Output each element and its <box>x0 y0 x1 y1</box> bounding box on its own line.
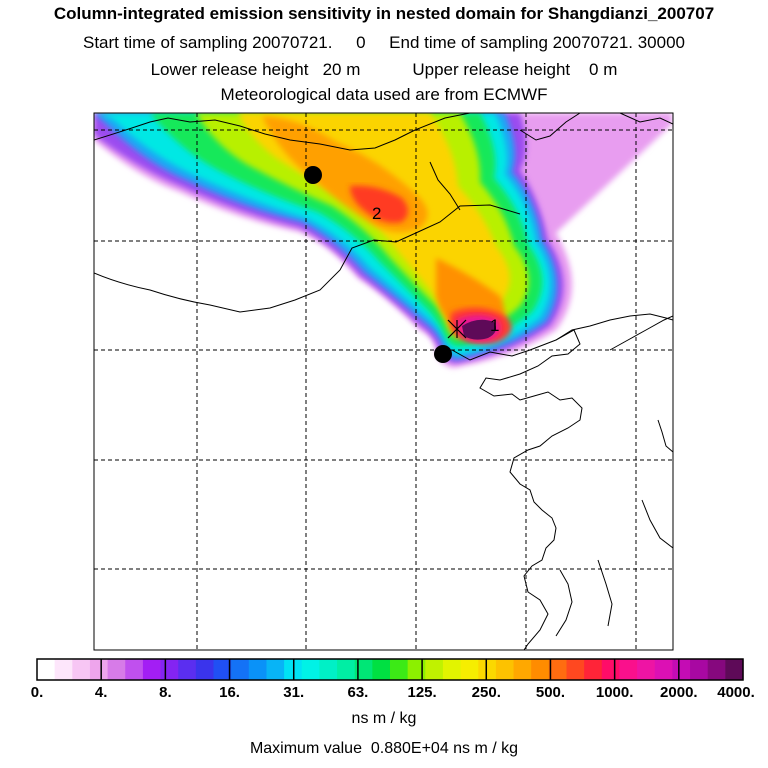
colorbar-cell <box>619 659 638 680</box>
release-height-line: Lower release height 20 m Upper release … <box>150 60 618 79</box>
colorbar-cell <box>37 659 56 680</box>
colorbar-cell <box>672 659 691 680</box>
colorbar-cell <box>142 659 162 680</box>
colorbar-cell <box>178 659 197 680</box>
coastlines <box>94 113 673 650</box>
colorbar-tick-label: 125. <box>407 684 437 701</box>
colorbar-cell <box>495 659 515 680</box>
colorbar-tick-label: 250. <box>471 684 501 701</box>
colorbar-cell <box>54 659 73 680</box>
colorbar-tick-label: 500. <box>535 684 566 701</box>
receptor-cross <box>447 319 467 339</box>
colorbar-cell <box>248 659 268 680</box>
colorbar-cell <box>425 659 444 680</box>
plume-band-red <box>350 185 408 223</box>
plot-title: Column-integrated emission sensitivity i… <box>53 4 715 23</box>
colorbar-cell <box>213 659 232 680</box>
colorbar-cell <box>566 659 585 680</box>
colorbar-tick-label: 63. <box>347 684 369 701</box>
colorbar-cell <box>478 659 497 680</box>
colorbar-cell <box>390 659 409 680</box>
colorbar-cell <box>231 659 250 680</box>
colorbar-cell <box>301 659 320 680</box>
colorbar-tick-label: 0. <box>30 684 44 701</box>
maximum-value-text: Maximum value 0.880E+04 ns m / kg <box>249 740 519 757</box>
colorbar-cell <box>195 659 215 680</box>
max-label-2: 2 <box>372 204 381 223</box>
colorbar-cell <box>725 659 744 680</box>
colorbar-cell <box>372 659 391 680</box>
colorbar-tick-label: 2000. <box>660 684 698 701</box>
colorbar-cell <box>72 659 91 680</box>
colorbar-cell <box>690 659 709 680</box>
colorbar-tick-label: 1000. <box>595 684 634 701</box>
colorbar-unit: ns m / kg <box>351 710 417 727</box>
colorbar-cell <box>601 659 621 680</box>
colorbar-tick-label: 4. <box>94 684 108 701</box>
receptor-point-shangdianzi <box>434 345 452 363</box>
colorbar-cell <box>125 659 144 680</box>
colorbar-tick-label: 8. <box>159 684 172 701</box>
colorbar-cell <box>354 659 373 680</box>
colorbar-frame <box>36 658 744 681</box>
sampling-time-line: Start time of sampling 20070721. 0 End t… <box>83 33 685 52</box>
colorbar-cell <box>337 659 356 680</box>
colorbar-tick-label: 4000. <box>717 684 755 701</box>
colorbar-cell <box>407 659 426 680</box>
met-data-line: Meteorological data used are from ECMWF <box>220 85 548 104</box>
map-frame <box>93 112 674 651</box>
colorbar-tick-label: 31. <box>283 684 305 701</box>
colorbar-cell <box>160 659 179 680</box>
colorbar-cell <box>707 659 726 680</box>
colorbar-cell <box>319 659 338 680</box>
colorbar-cell <box>460 659 479 680</box>
colorbar-cell <box>531 659 550 680</box>
plume-layer: 2 1 <box>94 113 673 650</box>
colorbar-tick-marks <box>100 659 680 680</box>
trajectory-point-north <box>304 166 322 184</box>
colorbar-cell <box>584 659 603 680</box>
colorbar-cell <box>107 659 126 680</box>
plume-core-max <box>462 319 496 340</box>
colorbar-cell <box>513 659 532 680</box>
colorbar-cell <box>89 659 109 680</box>
colorbar-cells <box>37 659 744 680</box>
colorbar-cell <box>266 659 285 680</box>
max-label-1: 1 <box>490 316 499 335</box>
colorbar-tick-label: 16. <box>219 684 240 701</box>
colorbar-cell <box>442 659 462 680</box>
colorbar-cell <box>654 659 673 680</box>
colorbar-cell <box>637 659 656 680</box>
colorbar-cell <box>548 659 568 680</box>
